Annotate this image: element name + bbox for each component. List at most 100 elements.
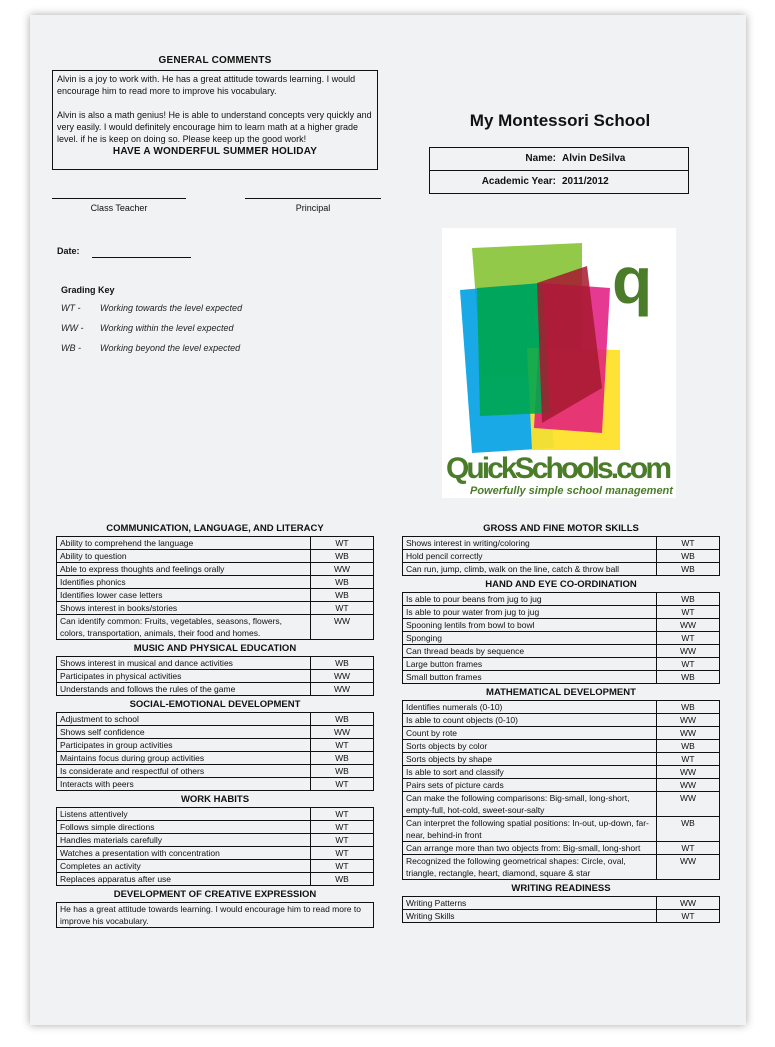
comment-paragraph: Alvin is a joy to work with. He has a gr… [57,74,356,96]
skill-cell: Completes an activity [56,859,311,873]
grade-cell: WT [656,657,720,671]
principal-label: Principal [295,203,331,213]
grade-desc: Working towards the level expected [100,303,243,313]
grading-key-item: WT - Working towards the level expected [61,303,242,323]
grade-cell: WW [656,896,720,910]
table-row: Interacts with peers WT [56,777,374,791]
comment-cell: He has a great attitude towards learning… [56,902,374,928]
skill-cell: Writing Patterns [402,896,657,910]
date-line [92,257,191,258]
logo-letter: q [612,243,652,317]
table-row: Ability to question WB [56,549,374,563]
academic-year: 2011/2012 [562,176,609,187]
skill-cell: Can identify common: Fruits, vegetables,… [56,614,311,640]
grade-cell: WW [310,669,374,683]
name-label: Name: [525,153,556,164]
grade-cell: WW [656,713,720,727]
skill-cell: Is able to pour water from jug to jug [402,605,657,619]
table-row: Sorts objects by shape WT [402,752,720,766]
skill-cell: Can make the following comparisons: Big-… [402,791,657,817]
grade-cell: WB [310,712,374,726]
student-info-box: Name: Alvin DeSilva Academic Year: 2011/20… [429,147,689,194]
skill-cell: Maintains focus during group activities [56,751,311,765]
table-row: Is able to sort and classify WW [402,765,720,779]
table-row: Completes an activity WT [56,859,374,873]
skill-cell: Identifies phonics [56,575,311,589]
academic-year-label: Academic Year: [481,176,556,187]
table-row: Sorts objects by color WB [402,739,720,753]
grade-cell: WB [656,739,720,753]
skill-cell: Participates in group activities [56,738,311,752]
grade-desc: Working within the level expected [100,323,234,333]
table-row: Maintains focus during group activities W… [56,751,374,765]
grade-cell: WT [310,846,374,860]
grade-cell: WT [656,631,720,645]
closing-message: HAVE A WONDERFUL SUMMER HOLIDAY [112,146,318,157]
table-row: Adjustment to school WB [56,712,374,726]
grade-cell: WB [310,588,374,602]
table-row: Replaces apparatus after use WB [56,872,374,886]
skill-cell: Can thread beads by sequence [402,644,657,658]
grade-cell: WB [310,549,374,563]
grade-cell: WT [656,605,720,619]
grade-cell: WB [310,751,374,765]
grade-cell: WW [310,614,374,640]
table-row: Small button frames WB [402,670,720,684]
table-row: Is able to count objects (0-10) WW [402,713,720,727]
grade-code: WT - [61,303,81,313]
table-row: Can make the following comparisons: Big-… [402,791,720,817]
table-row: Count by rote WW [402,726,720,740]
grade-cell: WT [310,807,374,821]
skill-cell: Understands and follows the rules of the… [56,682,311,696]
grade-cell: WW [310,725,374,739]
class-teacher-label: Class Teacher [90,203,148,213]
skill-cell: Replaces apparatus after use [56,872,311,886]
grade-cell: WB [310,656,374,670]
logo-tagline: Powerfully simple school management [470,485,674,497]
table-row: Shows interest in musical and dance acti… [56,656,374,670]
grade-cell: WW [656,726,720,740]
grade-cell: WB [310,764,374,778]
skill-cell: Identifies numerals (0-10) [402,700,657,714]
grade-cell: WB [656,816,720,842]
skill-cell: Is considerate and respectful of others [56,764,311,778]
table-row: Can run, jump, climb, walk on the line, … [402,562,720,576]
grade-cell: WT [310,777,374,791]
grade-cell: WW [310,562,374,576]
table-row: Spooning lentils from bowl to bowl WW [402,618,720,632]
table-row: He has a great attitude towards learning… [56,902,374,928]
section-title: GROSS AND FINE MOTOR SKILLS [483,523,639,534]
table-row: Can thread beads by sequence WW [402,644,720,658]
skill-cell: Is able to count objects (0-10) [402,713,657,727]
teacher-signature-line [52,198,186,199]
grade-cell: WT [310,536,374,550]
skill-cell: Ability to question [56,549,311,563]
table-row: Can interpret the following spatial posi… [402,816,720,842]
skill-cell: Count by rote [402,726,657,740]
table-row: Can arrange more than two objects from: … [402,841,720,855]
table-row: Can identify common: Fruits, vegetables,… [56,614,374,640]
section-title: DEVELOPMENT OF CREATIVE EXPRESSION [113,889,317,900]
grade-cell: WT [310,738,374,752]
table-row: Is considerate and respectful of others W… [56,764,374,778]
skill-cell: Listens attentively [56,807,311,821]
skill-cell: Sponging [402,631,657,645]
grade-cell: WT [310,601,374,615]
assessment-table: Adjustment to school WB Shows self confide… [56,712,374,791]
table-row: Listens attentively WT [56,807,374,821]
date-label: Date: [57,246,80,256]
table-row: Identifies numerals (0-10) WB [402,700,720,714]
skill-cell: Able to express thoughts and feelings or… [56,562,311,576]
skill-cell: Large button frames [402,657,657,671]
right-assessment-column: GROSS AND FINE MOTOR SKILLS Shows interes… [402,522,720,925]
assessment-table: Shows interest in musical and dance acti… [56,656,374,696]
skill-cell: Participates in physical activities [56,669,311,683]
table-row: Hold pencil correctly WB [402,549,720,563]
grade-cell: WB [310,872,374,886]
grade-cell: WW [656,618,720,632]
student-name: Alvin DeSilva [562,153,626,164]
table-row: Recognized the following geometrical sha… [402,854,720,880]
logo-text: QuickSchools.com [446,452,672,485]
table-row: Pairs sets of picture cards WW [402,778,720,792]
table-row: Shows interest in writing/coloring WT [402,536,720,550]
